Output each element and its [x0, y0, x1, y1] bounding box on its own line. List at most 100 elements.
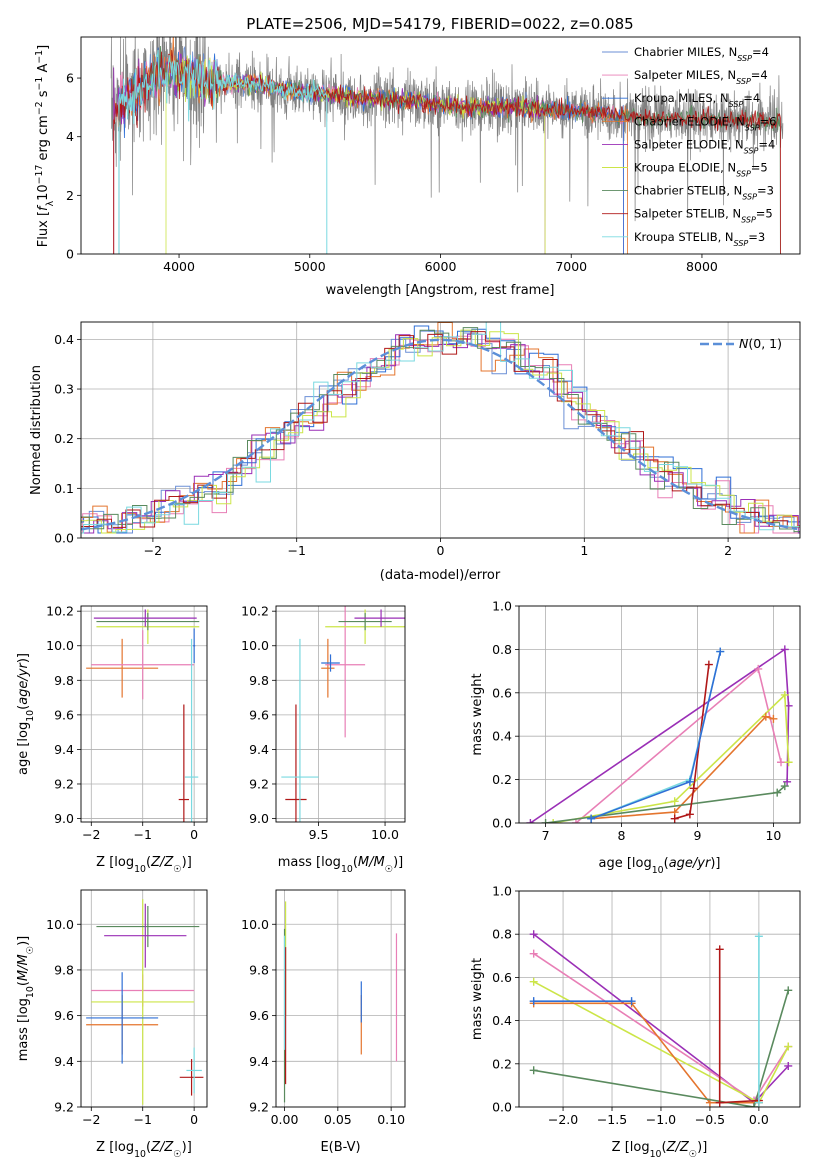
x-tick-label: −0.5	[695, 1112, 725, 1127]
legend-entry: Kroupa MILES, NSSP=4	[602, 91, 760, 109]
axes-frame	[275, 605, 406, 823]
salpeter-stelib-model-spectrum	[113, 50, 781, 254]
series-line	[553, 693, 790, 823]
x-tick-label: −1.0	[646, 1112, 676, 1127]
plot-area	[526, 645, 793, 823]
age-vs-mass-panel: 9.5 10.0 9.0 9.2 9.4 9.6 9.8 10.0 10.2 mass [log1…	[241, 604, 406, 875]
y-tick-label: 2	[66, 188, 74, 203]
series-marker	[529, 1066, 538, 1075]
chabrier-stelib-series	[541, 782, 789, 823]
y-axis-label: age [log10(age/yr)]	[16, 653, 36, 775]
x-tick-label: 6000	[425, 259, 457, 274]
x-tick-label: 7	[542, 828, 550, 843]
x-axis-label: E(B-V)	[320, 1140, 360, 1155]
y-tick-label: 0.2	[54, 431, 74, 446]
y-tick-label: 0.8	[492, 927, 512, 942]
kroupa-elodie-point	[91, 899, 195, 1105]
plot-area	[529, 930, 793, 1107]
x-tick-label: 8000	[686, 259, 718, 274]
x-tick-label: −2	[82, 827, 100, 842]
salpeter-miles-series	[571, 664, 786, 823]
y-tick-label: 9.0	[249, 811, 269, 826]
y-tick-label: 0.6	[492, 685, 512, 700]
y-tick-label: 1.0	[492, 599, 512, 614]
x-tick-label: 2	[724, 543, 732, 558]
series-marker	[715, 1098, 724, 1107]
series-marker	[685, 810, 694, 819]
legend-label: N(0, 1)	[739, 336, 782, 351]
kroupa-stelib-point	[281, 638, 319, 822]
x-tick-label: 0.00	[271, 1112, 299, 1127]
kroupa-miles-point	[86, 972, 159, 1064]
salpeter-miles-point	[325, 606, 366, 738]
series-marker	[685, 777, 694, 786]
y-tick-label: 9.0	[54, 811, 74, 826]
legend-entry: Salpeter MILES, NSSP=4	[602, 68, 768, 86]
y-tick-label: 9.2	[249, 1100, 269, 1115]
mass-vs-metallicity-panel: −2 −1 0 9.2 9.4 9.6 9.8 10.0 Z [log10(Z/Z☉)] mass…	[16, 889, 208, 1160]
series-line	[718, 949, 759, 1104]
series-marker	[769, 714, 778, 723]
kroupa-miles-series	[529, 997, 636, 1006]
series-marker	[627, 997, 636, 1006]
plot-area	[283, 901, 398, 1103]
y-tick-label: 0.4	[492, 1013, 512, 1028]
salpeter-stelib-series	[670, 660, 713, 823]
legend-entry: Chabrier ELODIE, NSSP=6	[602, 114, 776, 132]
y-tick-label: 9.4	[249, 742, 269, 757]
series-line	[591, 715, 774, 820]
kroupa-stelib-point	[186, 1047, 202, 1094]
x-axis-label: Z [log10(Z/Z☉)]	[96, 855, 192, 875]
y-axis-label: mass weight	[470, 673, 485, 755]
x-tick-label: 1	[580, 543, 588, 558]
x-tick-label: −2.0	[548, 1112, 578, 1127]
y-tick-label: 10.0	[241, 638, 269, 653]
x-axis-label: Z [log10(Z/Z☉)]	[96, 1140, 192, 1160]
y-axis-label: Flux [fλ10−17 erg cm−2 s−1 A−1]	[34, 45, 56, 247]
plot-area	[281, 606, 405, 822]
series-marker	[784, 1042, 793, 1051]
kroupa-elodie-series	[549, 690, 793, 823]
y-tick-label: 0.8	[492, 642, 512, 657]
y-tick-label: 10.0	[46, 638, 74, 653]
kroupa-miles-series	[587, 647, 725, 823]
legend-label: Salpeter ELODIE, NSSP=4	[634, 137, 775, 155]
plot-area	[81, 322, 800, 534]
series-line	[533, 990, 790, 1107]
series-marker	[689, 784, 698, 793]
series-marker	[780, 690, 789, 699]
mass-vs-ebv-panel: 0.00 0.05 0.10 9.2 9.4 9.6 9.8 10.0 E(B-V)	[241, 889, 406, 1155]
x-axis-label: age [log10(age/yr)]	[598, 856, 720, 876]
spectrum-panel: 4000 5000 6000 7000 8000 0 2 4 6 Chabrier MILES, …	[34, 36, 801, 298]
y-tick-label: 9.6	[54, 707, 74, 722]
salpeter-elodie-point	[104, 903, 187, 968]
y-tick-label: 0	[66, 247, 74, 262]
x-axis-label: wavelength [Angstrom, rest frame]	[326, 283, 555, 298]
kroupa-stelib-series	[754, 932, 763, 1107]
x-tick-label: 0	[190, 1112, 198, 1127]
age-vs-metallicity-panel: −2 −1 0 9.0 9.2 9.4 9.6 9.8 10.0 10.2 Z [log10(Z/Z…	[16, 604, 208, 875]
series-marker	[784, 758, 793, 767]
x-tick-label: −2	[82, 1112, 100, 1127]
y-tick-label: 1.0	[492, 884, 512, 899]
y-tick-label: 0.2	[492, 1056, 512, 1071]
weight-vs-metallicity-panel: −2.0 −1.5 −1.0 −0.5 0.0 0.0 0.2 0.4 0.6 0.8 1.0 Z […	[470, 884, 801, 1160]
y-tick-label: 0.1	[54, 481, 74, 496]
x-tick-label: −1	[133, 1112, 151, 1127]
x-tick-label: 9	[693, 828, 701, 843]
legend-label: Salpeter MILES, NSSP=4	[634, 68, 768, 86]
series-marker	[715, 945, 724, 954]
legend-entry: Chabrier MILES, NSSP=4	[602, 45, 769, 63]
chabrier-elodie-series	[529, 999, 763, 1107]
series-marker	[784, 986, 793, 995]
plot-area	[86, 609, 200, 822]
axes-frame	[275, 889, 406, 1108]
y-axis-label: Normed distribution	[29, 365, 44, 495]
series-marker	[670, 797, 679, 806]
x-tick-label: 0	[190, 827, 198, 842]
legend-entry: Salpeter STELIB, NSSP=5	[602, 207, 773, 224]
x-tick-label: 0.0	[749, 1112, 769, 1127]
y-tick-label: 10.0	[241, 917, 269, 932]
plot-area	[86, 899, 204, 1105]
x-tick-label: 0	[437, 543, 445, 558]
